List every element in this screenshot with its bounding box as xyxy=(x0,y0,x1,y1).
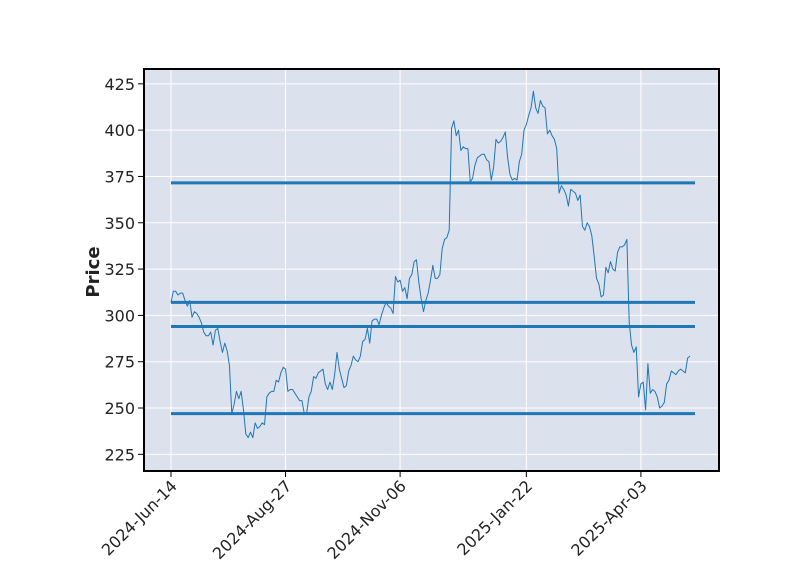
y-tick-label: 375 xyxy=(104,167,135,186)
x-gridlines xyxy=(170,69,642,471)
y-tick-label: 400 xyxy=(104,121,135,140)
y-tick-label: 350 xyxy=(104,214,135,233)
y-tick-label: 250 xyxy=(104,399,135,418)
x-tick-label: 2024-Nov-06 xyxy=(323,476,410,563)
price-line xyxy=(170,90,691,439)
y-tick-label: 325 xyxy=(104,260,135,279)
x-tick-label: 2025-Jan-22 xyxy=(453,476,536,559)
y-axis-ticks: 225 250 275 300 325 350 375 400 425 xyxy=(104,75,144,464)
y-gridlines xyxy=(144,83,719,455)
x-tick-label: 2024-Aug-27 xyxy=(209,476,296,563)
x-axis-ticks: 2024-Jun-14 2024-Aug-27 2024-Nov-06 2025-Ja… xyxy=(98,471,651,563)
y-tick-label: 225 xyxy=(104,445,135,464)
y-tick-label: 425 xyxy=(104,75,135,94)
y-tick-label: 275 xyxy=(104,353,135,372)
plot-frame xyxy=(143,68,720,472)
plot-background xyxy=(144,69,719,471)
y-tick-label: 300 xyxy=(104,306,135,325)
x-tick-label: 2024-Jun-14 xyxy=(98,476,181,559)
horizontal-levels xyxy=(171,181,695,416)
y-axis-label: Price xyxy=(83,246,104,297)
x-tick-label: 2025-Apr-03 xyxy=(567,476,650,559)
